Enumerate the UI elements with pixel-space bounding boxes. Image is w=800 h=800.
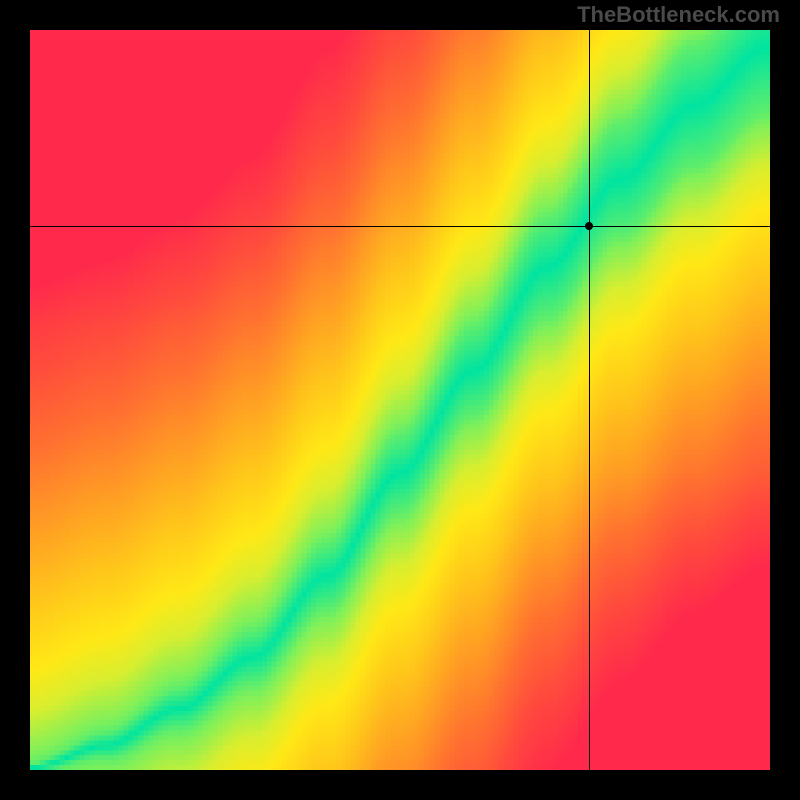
watermark-text: TheBottleneck.com (577, 2, 780, 28)
bottleneck-heatmap (30, 30, 770, 770)
